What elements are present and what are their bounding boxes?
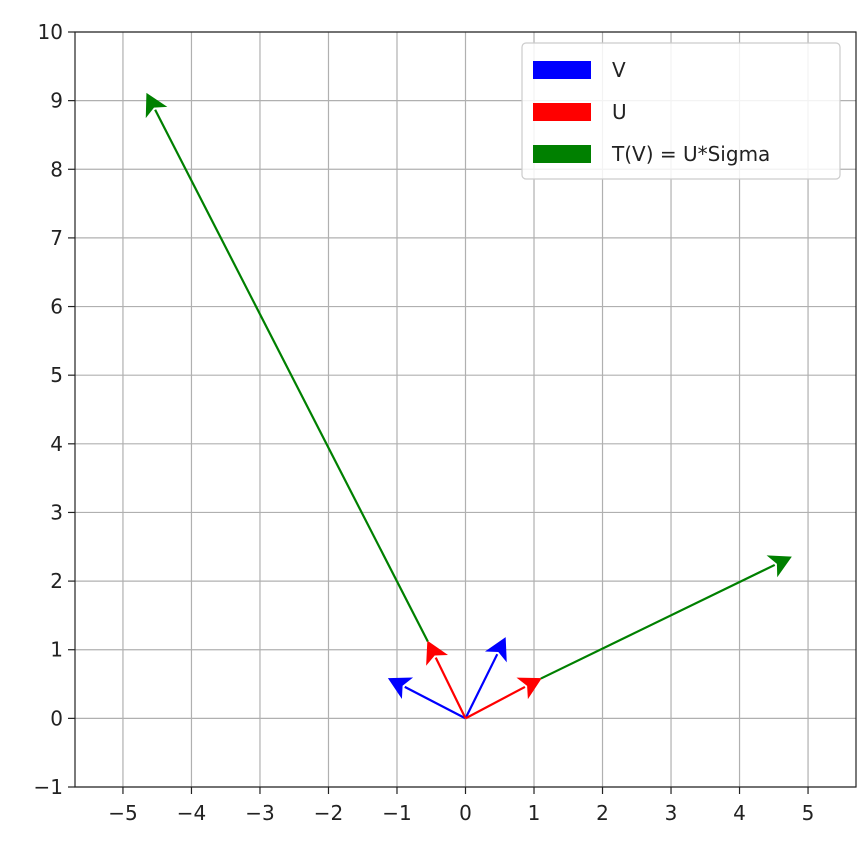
y-tick-label: 2 (50, 569, 63, 593)
legend-label: T(V) = U*Sigma (611, 142, 770, 166)
legend-item: T(V) = U*Sigma (533, 142, 770, 166)
vector-shaft (154, 109, 429, 642)
x-tick-label: −1 (382, 801, 411, 825)
y-tick-label: 9 (50, 89, 63, 113)
legend-label: U (612, 100, 627, 124)
legend-label: V (612, 58, 626, 82)
y-tick-label: 4 (50, 432, 63, 456)
vector-head (516, 677, 542, 700)
y-tick-label: 1 (50, 638, 63, 662)
vector-shaft (464, 685, 526, 720)
vector-head (766, 555, 792, 578)
y-tick-label: 3 (50, 500, 63, 524)
legend-swatch (533, 145, 591, 163)
legend-box (521, 42, 841, 180)
y-tick-label: 6 (50, 295, 63, 319)
vector-arrow (145, 92, 429, 642)
x-tick-label: −5 (108, 801, 137, 825)
legend-swatch (533, 103, 591, 121)
vector-shaft (434, 657, 467, 719)
vector-head (145, 92, 168, 119)
vector-arrow (464, 637, 507, 719)
vector-arrow (540, 555, 792, 680)
vector-shaft (404, 685, 467, 720)
vector-head (426, 640, 449, 666)
x-tick-label: −4 (177, 801, 206, 825)
vector-arrow (387, 677, 467, 720)
legend-swatch (533, 61, 591, 79)
vector-head (387, 677, 414, 700)
vector-arrow (464, 677, 542, 720)
x-tick-label: 0 (459, 801, 472, 825)
vector-arrow (426, 640, 467, 719)
x-tick-label: 5 (802, 801, 815, 825)
y-tick-label: 8 (50, 157, 63, 181)
legend-item: V (533, 58, 626, 82)
x-tick-label: 1 (528, 801, 541, 825)
vector-shaft (540, 563, 776, 680)
vectors (145, 92, 792, 720)
vector-shaft (464, 653, 499, 719)
legend-item: U (533, 100, 627, 124)
x-tick-label: 3 (665, 801, 678, 825)
x-tick-label: −2 (314, 801, 343, 825)
legend: VU T(V) = U*Sigma (521, 42, 841, 180)
y-axis-ticks: −1 0 1 2 3 4 5 6 7 8 9 10 (34, 20, 75, 799)
x-tick-label: −3 (245, 801, 274, 825)
y-tick-label: 0 (50, 706, 63, 730)
y-tick-label: 7 (50, 226, 63, 250)
x-axis-ticks: −5 −4 −3 −2 −1 0 1 2 3 4 5 (108, 787, 814, 825)
y-tick-label: 10 (38, 20, 63, 44)
y-tick-label: −1 (34, 775, 63, 799)
x-tick-label: 4 (733, 801, 746, 825)
vector-head (484, 637, 507, 663)
y-tick-label: 5 (50, 363, 63, 387)
x-tick-label: 2 (596, 801, 609, 825)
